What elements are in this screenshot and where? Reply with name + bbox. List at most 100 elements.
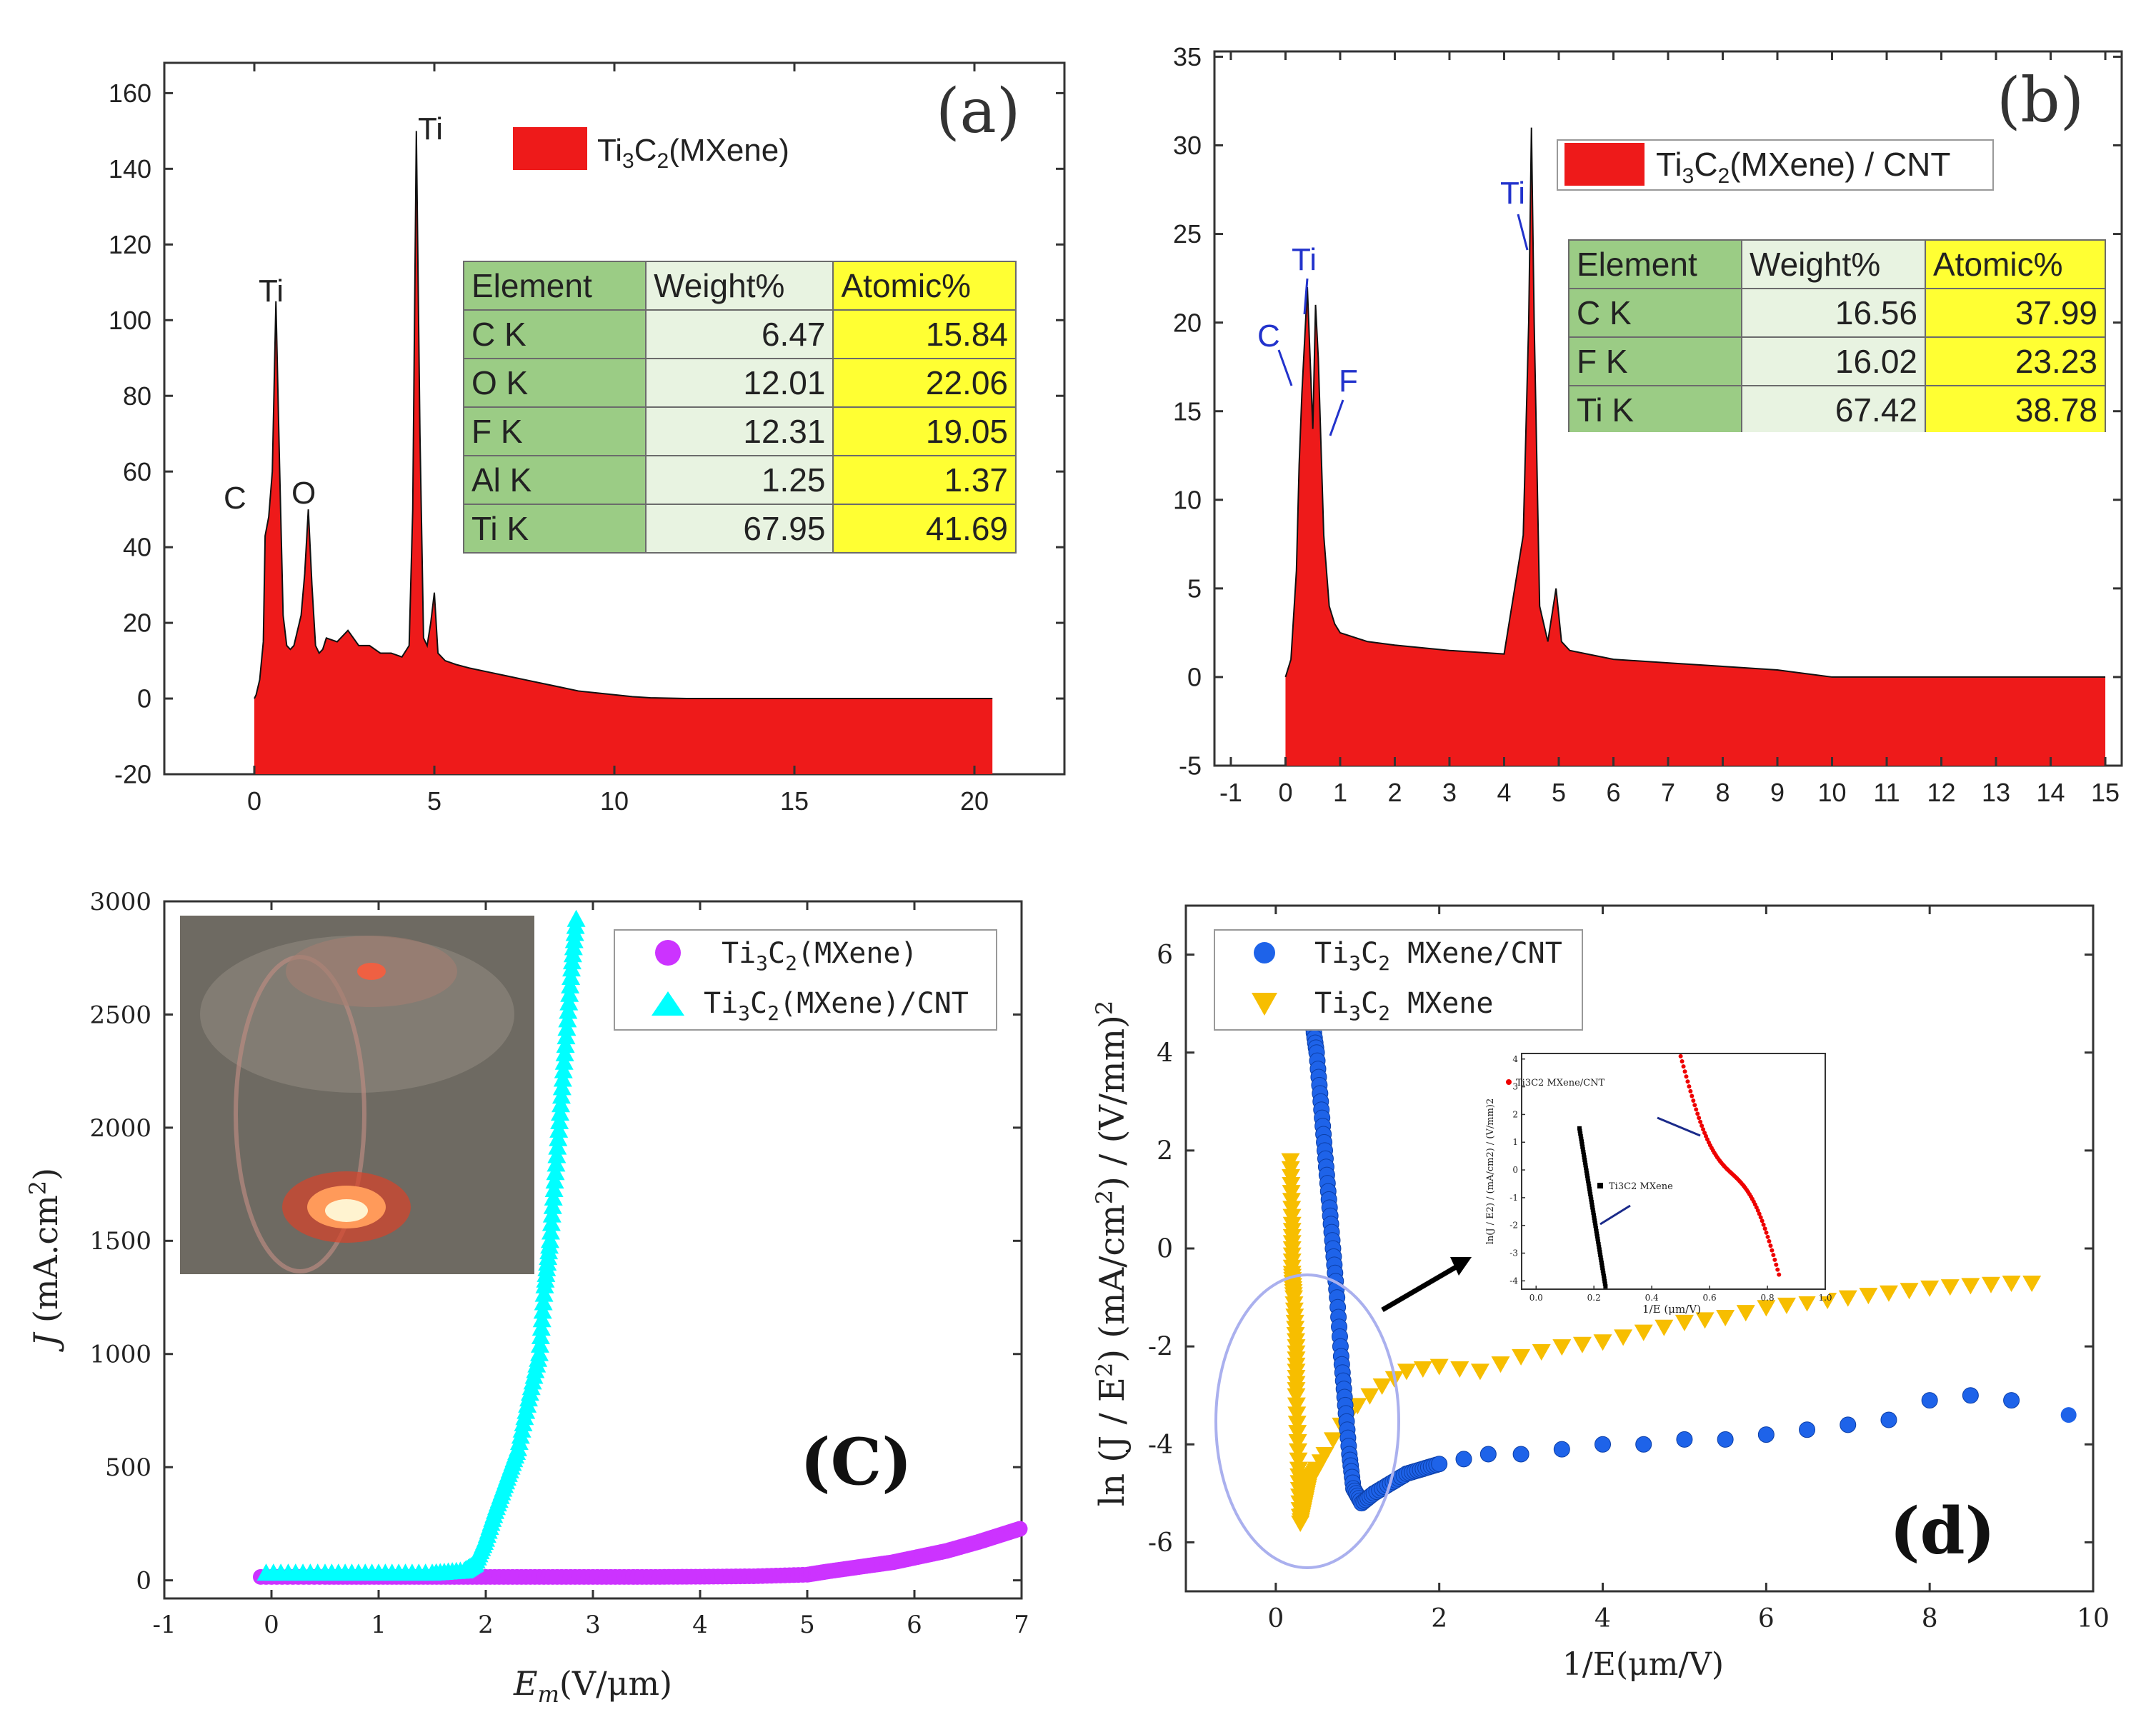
data-point: [1920, 1280, 1940, 1297]
inset-data-point: [1598, 1255, 1603, 1260]
data-point: [1360, 1388, 1379, 1405]
inset-data-point: [1584, 1171, 1589, 1176]
x-tick-label: 2: [1431, 1604, 1447, 1633]
data-point: [1479, 1446, 1497, 1463]
zoom-arrow: [1381, 1261, 1462, 1313]
data-point: [1287, 1397, 1306, 1414]
inset-data-point: [1584, 1166, 1589, 1171]
y-tick-label: 100: [109, 306, 151, 335]
y-tick-label: 80: [123, 381, 151, 411]
inset-data-point: [1582, 1152, 1587, 1157]
inset-data-point: [1589, 1202, 1594, 1207]
inset-data-point: [1591, 1210, 1596, 1215]
y-tick-label: 4: [1157, 1038, 1173, 1068]
inset-data-point: [1585, 1176, 1590, 1181]
y-tick-label: 0: [1157, 1235, 1173, 1264]
fn-plot-inset: 0.0 0.2 0.4 0.6 0.8 1.0 4 3 2 1 0 -1 -2 -3 -4 Ti3C2 MX…: [1485, 1050, 1832, 1316]
inset-data-point: [1700, 1123, 1705, 1128]
inset-axes: 0.0 0.2 0.4 0.6 0.8 1.0 4 3 2 1 0 -1 -2 -3 -4: [1509, 1054, 1832, 1303]
data-point: [1716, 1310, 1735, 1326]
data-point: [1315, 1447, 1334, 1463]
x-tick-label: 15: [780, 786, 809, 816]
panel-b: -1 0 1 2 3 4 5 6 7 8 9 10 11 12 13 14 15-505101520253035…: [1173, 42, 2123, 807]
x-tick-label: 2: [1387, 778, 1402, 807]
inset-data-point: [1592, 1221, 1597, 1226]
inset-data-point: [1691, 1098, 1696, 1103]
data-point: [1840, 1416, 1857, 1433]
panel-c-legend-cnt: Ti3C2(MXene)/CNT: [704, 987, 969, 1025]
inset-legend-marker-cnt: [1506, 1079, 1512, 1085]
x-tick-label: 8: [1922, 1604, 1938, 1633]
inset-data-point: [1701, 1127, 1706, 1132]
data-point: [1880, 1411, 1897, 1428]
data-point: [1532, 1344, 1551, 1361]
panel-c-label: (C): [800, 1424, 912, 1500]
inset-data-point: [1577, 1126, 1582, 1131]
data-point: [1962, 1387, 1979, 1404]
y-tick-label: 2500: [89, 1001, 151, 1029]
x-tick-label: 12: [1927, 778, 1956, 807]
inset-data-point: [1685, 1079, 1690, 1084]
inset-data-point: [1777, 1272, 1782, 1277]
inset-data-point: [1579, 1141, 1584, 1146]
panel-a-axes: 0 5 10 15 20 -20 0 20 40 60 80 100 120 140 160: [109, 63, 1064, 816]
data-point: [1634, 1324, 1653, 1341]
y-tick-label: 10: [1173, 485, 1202, 514]
data-point: [1799, 1421, 1816, 1438]
y-tick-label: 25: [1173, 219, 1202, 249]
data-point: [1900, 1283, 1919, 1300]
table-cell: O K: [463, 358, 647, 408]
inset-data-point: [1758, 1215, 1763, 1220]
inset-legend-cnt: Ti3C2 MXene/CNT: [1516, 1078, 1604, 1088]
x-tick-label: 6: [907, 1611, 922, 1639]
x-tick-label: 0: [264, 1611, 279, 1639]
y-tick-label: -20: [114, 760, 151, 789]
data-point: [1838, 1290, 1857, 1307]
panel-a-legend-text: Ti3C2(MXene): [597, 133, 789, 173]
data-point: [1512, 1446, 1529, 1463]
data-point: [1397, 1363, 1416, 1381]
inset-data-point: [1757, 1211, 1762, 1216]
panel-c-ylabel: J (mA.cm2): [24, 1168, 65, 1352]
data-point: [1981, 1276, 2000, 1293]
x-tick-label: 10: [600, 786, 629, 816]
inset-data-point: [1594, 1226, 1599, 1231]
panel-d-legend-box: [1214, 929, 1583, 1031]
data-point: [1736, 1305, 1755, 1322]
x-tick-label: 0: [1278, 778, 1292, 807]
panel-c-xlabel: Em(V/μm): [513, 1664, 672, 1708]
table-cell: 19.05: [832, 406, 1017, 456]
peak-label-ti: Ti: [1292, 242, 1317, 277]
inset-data-point: [1681, 1064, 1686, 1069]
data-point: [1614, 1329, 1633, 1346]
x-tick-label: 6: [1758, 1604, 1775, 1633]
inset-data-point: [1582, 1155, 1587, 1160]
inset-data-point: [1765, 1234, 1770, 1239]
inset-y-tick-label: 4: [1512, 1054, 1518, 1064]
data-point: [1552, 1339, 1572, 1356]
inset-data-point: [1591, 1213, 1596, 1218]
inset-x-tick-label: 0.4: [1645, 1293, 1659, 1303]
inset-data-point: [1770, 1248, 1775, 1253]
panel-a-legend-swatch: [513, 127, 587, 170]
data-point: [1413, 1361, 1432, 1378]
inset-y-tick-label: -2: [1509, 1221, 1518, 1231]
inset-xlabel: 1/E (μm/V): [1642, 1303, 1701, 1316]
inset-arrow-cnt: [1657, 1116, 1701, 1137]
data-point: [1757, 1426, 1775, 1443]
inset-data-point: [1601, 1273, 1606, 1278]
y-tick-label: 60: [123, 457, 151, 486]
data-point: [2022, 1276, 2042, 1292]
data-point: [1431, 1456, 1448, 1473]
legend-marker-circle: [655, 940, 681, 966]
x-tick-label: 3: [585, 1611, 601, 1639]
x-tick-label: 2: [478, 1611, 494, 1639]
inset-data-point: [1694, 1107, 1699, 1112]
peak-label-ti: Ti: [259, 274, 284, 309]
inset-data-point: [1583, 1163, 1588, 1168]
y-tick-label: -5: [1179, 751, 1202, 781]
peak-label-o: O: [291, 476, 316, 511]
inset-data-point: [1584, 1168, 1589, 1173]
table-cell: 1.37: [832, 455, 1017, 505]
inset-data-point: [1598, 1252, 1603, 1257]
